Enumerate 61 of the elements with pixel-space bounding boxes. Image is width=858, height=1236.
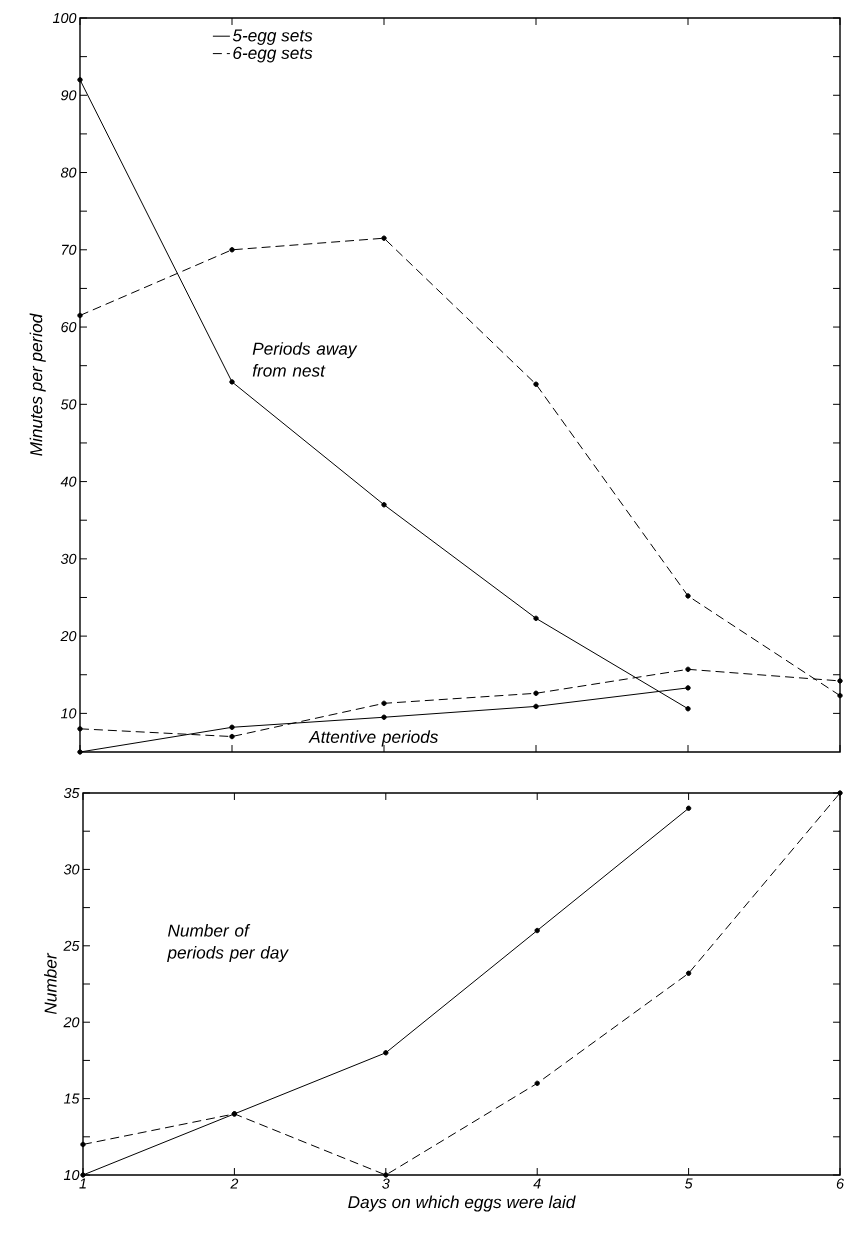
annotation: Number of periods per day (167, 924, 289, 963)
point (381, 700, 387, 707)
y-tick-label: 60 (61, 321, 77, 333)
point (229, 733, 235, 740)
point (77, 77, 83, 83)
x-tick-label: 4 (533, 1178, 541, 1189)
annotation: Attentive periods (308, 730, 439, 747)
y-tick-label: 40 (60, 476, 77, 487)
y-tick-label: 15 (63, 1093, 80, 1104)
x-tick-label: 5 (684, 1178, 693, 1189)
point (685, 593, 691, 599)
point (533, 690, 539, 696)
legend-label: 6-egg sets (233, 46, 313, 63)
point (381, 502, 387, 508)
point (685, 970, 692, 977)
y-tick-label: 30 (60, 553, 77, 564)
y-tick-label: 70 (62, 244, 77, 255)
point (837, 790, 843, 796)
point (837, 692, 843, 699)
point (77, 749, 83, 755)
point (80, 1141, 86, 1148)
y-tick-label: 35 (63, 787, 80, 799)
point (534, 927, 540, 934)
point (77, 726, 83, 732)
point (533, 381, 539, 387)
y-tick-label: 20 (60, 631, 77, 642)
x-axis-title: Days on which eggs were laid (348, 1195, 576, 1212)
x-tick-label: 3 (382, 1178, 390, 1189)
y-axis-title: Minutes per period (29, 313, 46, 456)
point (533, 615, 539, 622)
y-tick-label: 50 (60, 399, 77, 410)
point (383, 1172, 389, 1178)
point (837, 678, 843, 684)
point (80, 1172, 86, 1178)
annotation: Periods away from nest (252, 342, 358, 377)
point (533, 703, 539, 710)
point (229, 247, 235, 253)
point (229, 724, 235, 730)
y-tick-label: 10 (60, 708, 77, 719)
y-axis-title: Number (44, 952, 57, 1015)
y-tick-label: 10 (63, 1169, 80, 1181)
point (229, 379, 235, 385)
point (534, 1080, 540, 1087)
point (383, 1050, 389, 1056)
x-tick-label: 6 (836, 1178, 844, 1189)
point (381, 235, 387, 241)
y-tick-label: 30 (63, 864, 80, 875)
x-tick-label: 1 (79, 1178, 86, 1189)
y-tick-label: 20 (63, 1017, 80, 1028)
point (685, 706, 691, 712)
y-tick-label: 80 (60, 167, 77, 178)
point (685, 666, 691, 673)
point (685, 685, 691, 691)
point (77, 312, 83, 319)
y-tick-label: 100 (52, 12, 77, 24)
x-tick-label: 2 (230, 1178, 239, 1189)
legend-label: 5-egg sets (232, 29, 313, 45)
y-tick-label: 90 (61, 90, 77, 101)
point (381, 714, 387, 720)
point (685, 805, 692, 811)
y-tick-label: 25 (63, 940, 80, 951)
